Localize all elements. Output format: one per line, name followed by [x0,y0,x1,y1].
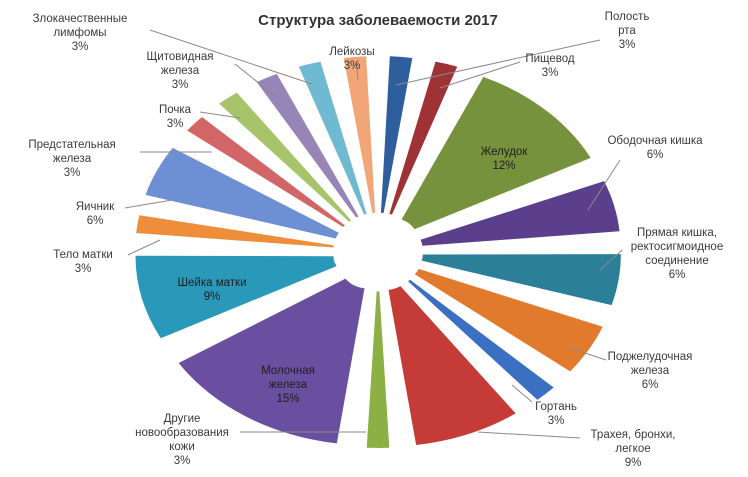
slice-label: Прямая кишка, ректосигмоидное соединение 6% [631,227,723,281]
leader-line [599,249,623,271]
pie-slice [380,56,413,213]
leader-line [199,111,241,119]
slice-label: Тело матки 3% [53,249,113,275]
pie-slice [389,61,458,215]
slice-label: Щитовидная железа 3% [147,51,214,91]
pie-slice [420,181,620,246]
slice-label: Гортань 3% [535,401,577,427]
pie-slice [401,76,591,230]
pie-slice [414,268,603,372]
pie-slice [421,254,621,306]
slice-label: Шейка матки 9% [177,277,246,303]
slice-label: Другие новообразования кожи 3% [135,413,229,467]
leader-line [477,431,581,439]
slice-label: Яичник 6% [76,201,115,227]
pie-slice [408,279,554,400]
leader-line [439,61,521,89]
slice-label: Поджелудочная железа 6% [608,351,693,391]
pie-slice [135,255,337,339]
pie-slice [219,92,352,222]
slice-label: Лейкозы 3% [329,46,374,72]
pie-slice [256,73,359,218]
pie-slice [298,61,367,215]
slice-label: Пищевод 3% [525,53,575,79]
slice-label: Желудок 12% [481,146,529,172]
slice-label: Трахея, бронхи, легкое 9% [591,429,676,469]
leader-line [234,63,276,97]
leader-line [355,61,359,81]
leader-line [569,347,607,361]
slice-label: Молочная железа 15% [261,365,315,405]
leader-line [124,199,173,209]
pie-slice [136,215,334,248]
slice-label: Предстательная железа 3% [28,139,115,179]
pie-slice [187,117,345,228]
pie-slice [178,278,365,444]
slice-label: Злокачественные лимфомы 3% [33,13,128,53]
leader-line [587,159,621,211]
slice-label: Почка 3% [159,104,192,130]
pie-slice [343,56,376,213]
leader-line [511,384,533,403]
pie-slice [388,286,516,445]
pie-slice [145,147,339,239]
pie-slice [366,291,390,448]
leader-line [149,29,313,85]
chart-title: Структура заболеваемости 2017 [258,12,498,29]
slice-label: Полость рта 3% [605,11,650,51]
slice-label: Ободочная кишка 6% [607,135,703,161]
leader-line [395,39,601,86]
leader-line [127,239,161,256]
